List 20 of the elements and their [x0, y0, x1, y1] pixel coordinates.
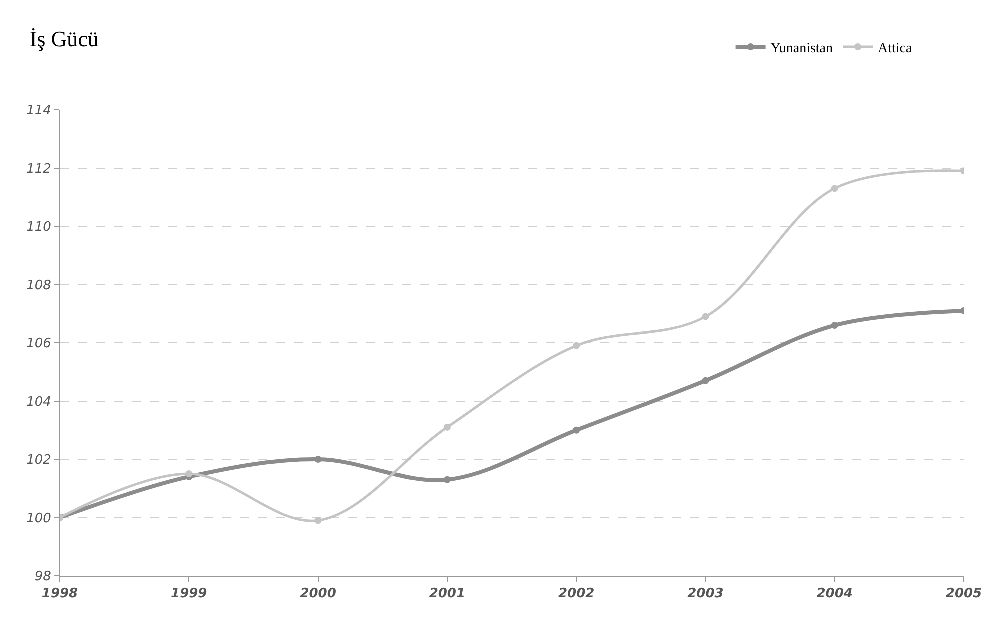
x-tick-label: 2002: [558, 586, 595, 602]
x-tick-label: 2003: [688, 586, 724, 602]
y-tick-label: 108: [26, 278, 52, 294]
x-tick-label: 1998: [42, 586, 78, 602]
y-tick-label: 112: [26, 162, 52, 177]
x-tick-label: 2005: [946, 586, 982, 602]
x-tick-label: 2004: [816, 586, 853, 602]
legend-label: Attica: [878, 41, 914, 56]
y-tick-label: 110: [26, 220, 52, 236]
y-tick-label: 114: [26, 104, 52, 119]
y-tick-label: 104: [26, 394, 52, 410]
y-tick-label: 100: [26, 511, 52, 526]
x-tick-label: 2000: [300, 586, 336, 602]
x-tick-label: 1999: [171, 586, 208, 602]
chart-title: İş Gücü: [30, 26, 99, 52]
legend-label: Yunanistan: [770, 41, 834, 56]
y-tick-label: 102: [26, 453, 52, 468]
y-tick-label: 106: [26, 336, 52, 352]
x-tick-label: 2001: [429, 586, 466, 602]
y-tick-label: 98: [34, 570, 52, 585]
